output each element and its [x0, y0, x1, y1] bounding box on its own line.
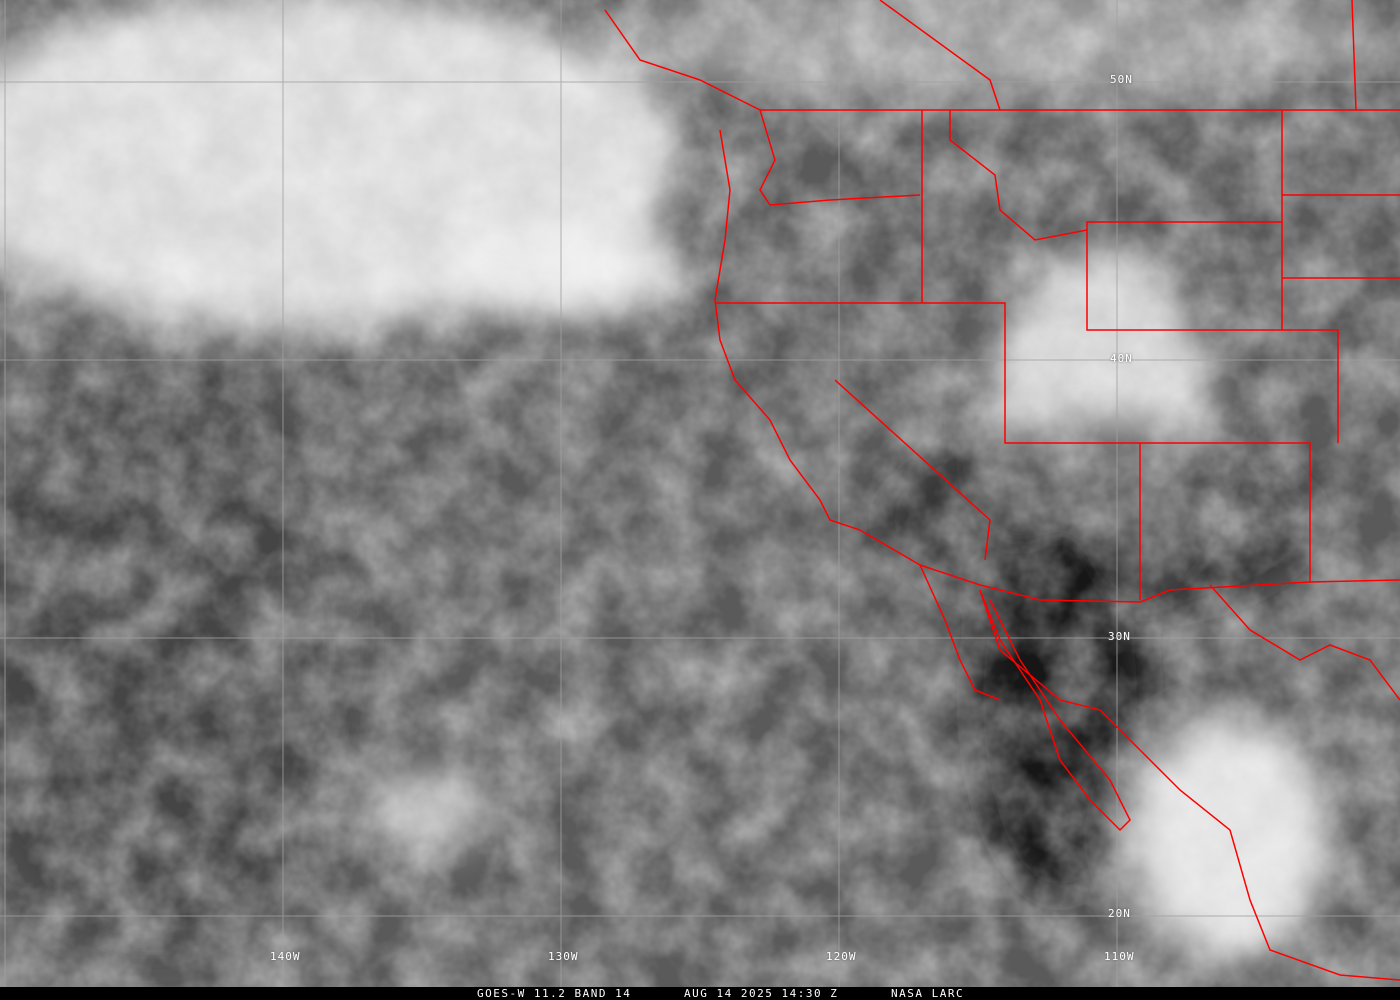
lon-label-130w: 130W: [548, 950, 579, 963]
caption-source: NASA LARC: [891, 987, 965, 1000]
caption-satellite: GOES-W 11.2 BAND 14: [477, 987, 632, 1000]
lon-label-140w: 140W: [270, 950, 301, 963]
political-borders: [604, 0, 1400, 981]
mexico-gulf-coast: [1209, 584, 1400, 701]
lon-label-120w: 120W: [826, 950, 857, 963]
lat-label-50n: 50N: [1110, 73, 1133, 86]
caption-datetime: AUG 14 2025 14:30 Z: [684, 987, 839, 1000]
canada-coast: [604, 9, 921, 206]
baja-coast: [979, 589, 1131, 832]
lon-label-110w: 110W: [1104, 950, 1135, 963]
caption-bar: GOES-W 11.2 BAND 14 AUG 14 2025 14:30 Z …: [0, 987, 1400, 1000]
lat-label-30n: 30N: [1108, 630, 1131, 643]
state-lines: [715, 0, 1400, 600]
lat-label-40n: 40N: [1110, 352, 1133, 365]
west-coastline: [714, 129, 1001, 701]
lat-label-20n: 20N: [1108, 907, 1131, 920]
mainland-mexico-coast: [979, 589, 1400, 981]
